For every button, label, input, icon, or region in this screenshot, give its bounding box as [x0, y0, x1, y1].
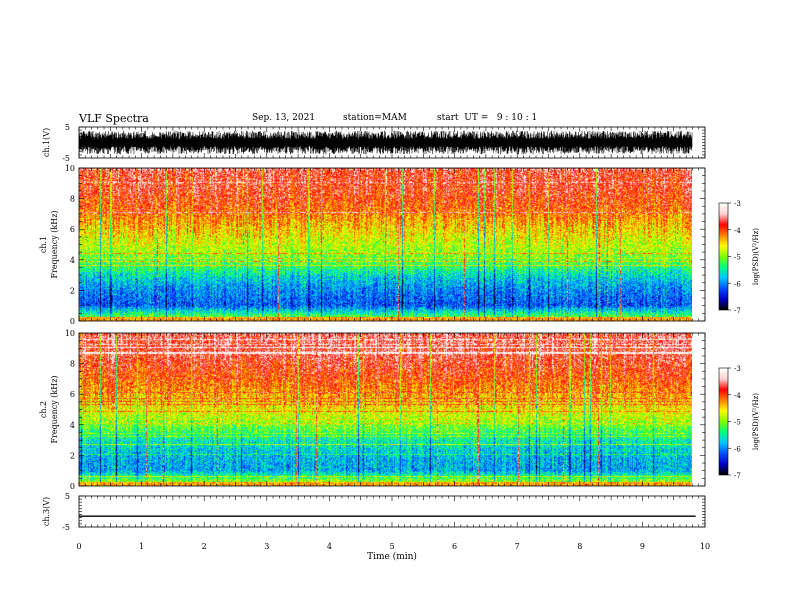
y-axis-label-frequency: Frequency (kHz)	[50, 375, 59, 443]
spectrogram-images	[79, 168, 728, 486]
chart-title: VLF Spectra	[79, 112, 149, 125]
y-axis-label-channel: ch.1	[39, 236, 48, 253]
x-tick-label: 10	[700, 542, 710, 551]
y-tick-label: 2	[70, 286, 75, 295]
x-tick-label: 2	[202, 542, 207, 551]
x-tick-label: 4	[327, 542, 332, 551]
axes	[78, 126, 731, 528]
y-tick-label: 0	[70, 317, 75, 326]
y-tick-label: 2	[70, 451, 75, 460]
start-ut-label: start UT = 9 : 10 : 1	[437, 113, 538, 123]
station-label: station=MAM	[343, 113, 407, 123]
colorbar-tick-label: -7	[734, 307, 741, 315]
y-tick-label: 6	[70, 225, 75, 234]
x-tick-label: 0	[76, 542, 81, 551]
x-tick-label: 9	[640, 542, 645, 551]
x-tick-label: 3	[264, 542, 269, 551]
x-tick-label: 6	[452, 542, 457, 551]
colorbar-label: log(PSD)(V²/Hz)	[752, 228, 760, 285]
colorbar-tick-label: -5	[734, 254, 741, 262]
colorbar-ch2	[719, 368, 728, 475]
y-tick-label: 10	[65, 329, 75, 338]
y-tick-label: 4	[70, 256, 75, 265]
spectrogram-ch2	[79, 333, 692, 486]
colorbar-tick-label: -4	[734, 227, 741, 235]
ch1-waveform-line	[78, 130, 693, 155]
y-axis-label-frequency: Frequency (kHz)	[50, 210, 59, 278]
spectrogram-ch1	[79, 168, 692, 321]
y-tick-label: 8	[70, 360, 75, 369]
y-tick-label: -5	[62, 154, 70, 163]
colorbar-tick-label: -7	[734, 472, 741, 480]
y-tick-label: 10	[65, 164, 75, 173]
colorbar-tick-label: -4	[734, 392, 741, 400]
x-tick-label: 7	[515, 542, 520, 551]
y-tick-label: 8	[70, 195, 75, 204]
plot-panels	[78, 130, 696, 517]
y-axis-label: ch.3(V)	[42, 497, 51, 526]
x-tick-label: 8	[577, 542, 582, 551]
colorbar-tick-label: -5	[734, 419, 741, 427]
y-tick-label: 6	[70, 390, 75, 399]
colorbar-tick-label: -6	[734, 445, 741, 453]
colorbar-tick-label: -3	[734, 200, 741, 208]
y-tick-label: 5	[65, 492, 70, 501]
x-tick-label: 5	[389, 542, 394, 551]
x-axis-label: Time (min)	[367, 551, 417, 562]
colorbar-tick-label: -6	[734, 280, 741, 288]
colorbar-label: log(PSD)(V²/Hz)	[752, 393, 760, 450]
y-axis-label-channel: ch.2	[39, 401, 48, 418]
colorbar-tick-label: -3	[734, 365, 741, 373]
y-axis-label: ch.1(V)	[42, 128, 51, 157]
axis-labels: -3 -4 -5 -6 -7 log(PSD)(V²/Hz) -3 -4 -5 -6 -7 log(P…	[39, 123, 760, 562]
y-tick-label: 4	[70, 421, 75, 430]
x-tick-label: 1	[139, 542, 144, 551]
y-tick-label: -5	[62, 523, 70, 532]
date-label: Sep. 13, 2021	[252, 113, 316, 123]
colorbar-ch1	[719, 203, 728, 310]
y-tick-label: 0	[70, 482, 75, 491]
y-tick-label: 5	[65, 123, 70, 132]
